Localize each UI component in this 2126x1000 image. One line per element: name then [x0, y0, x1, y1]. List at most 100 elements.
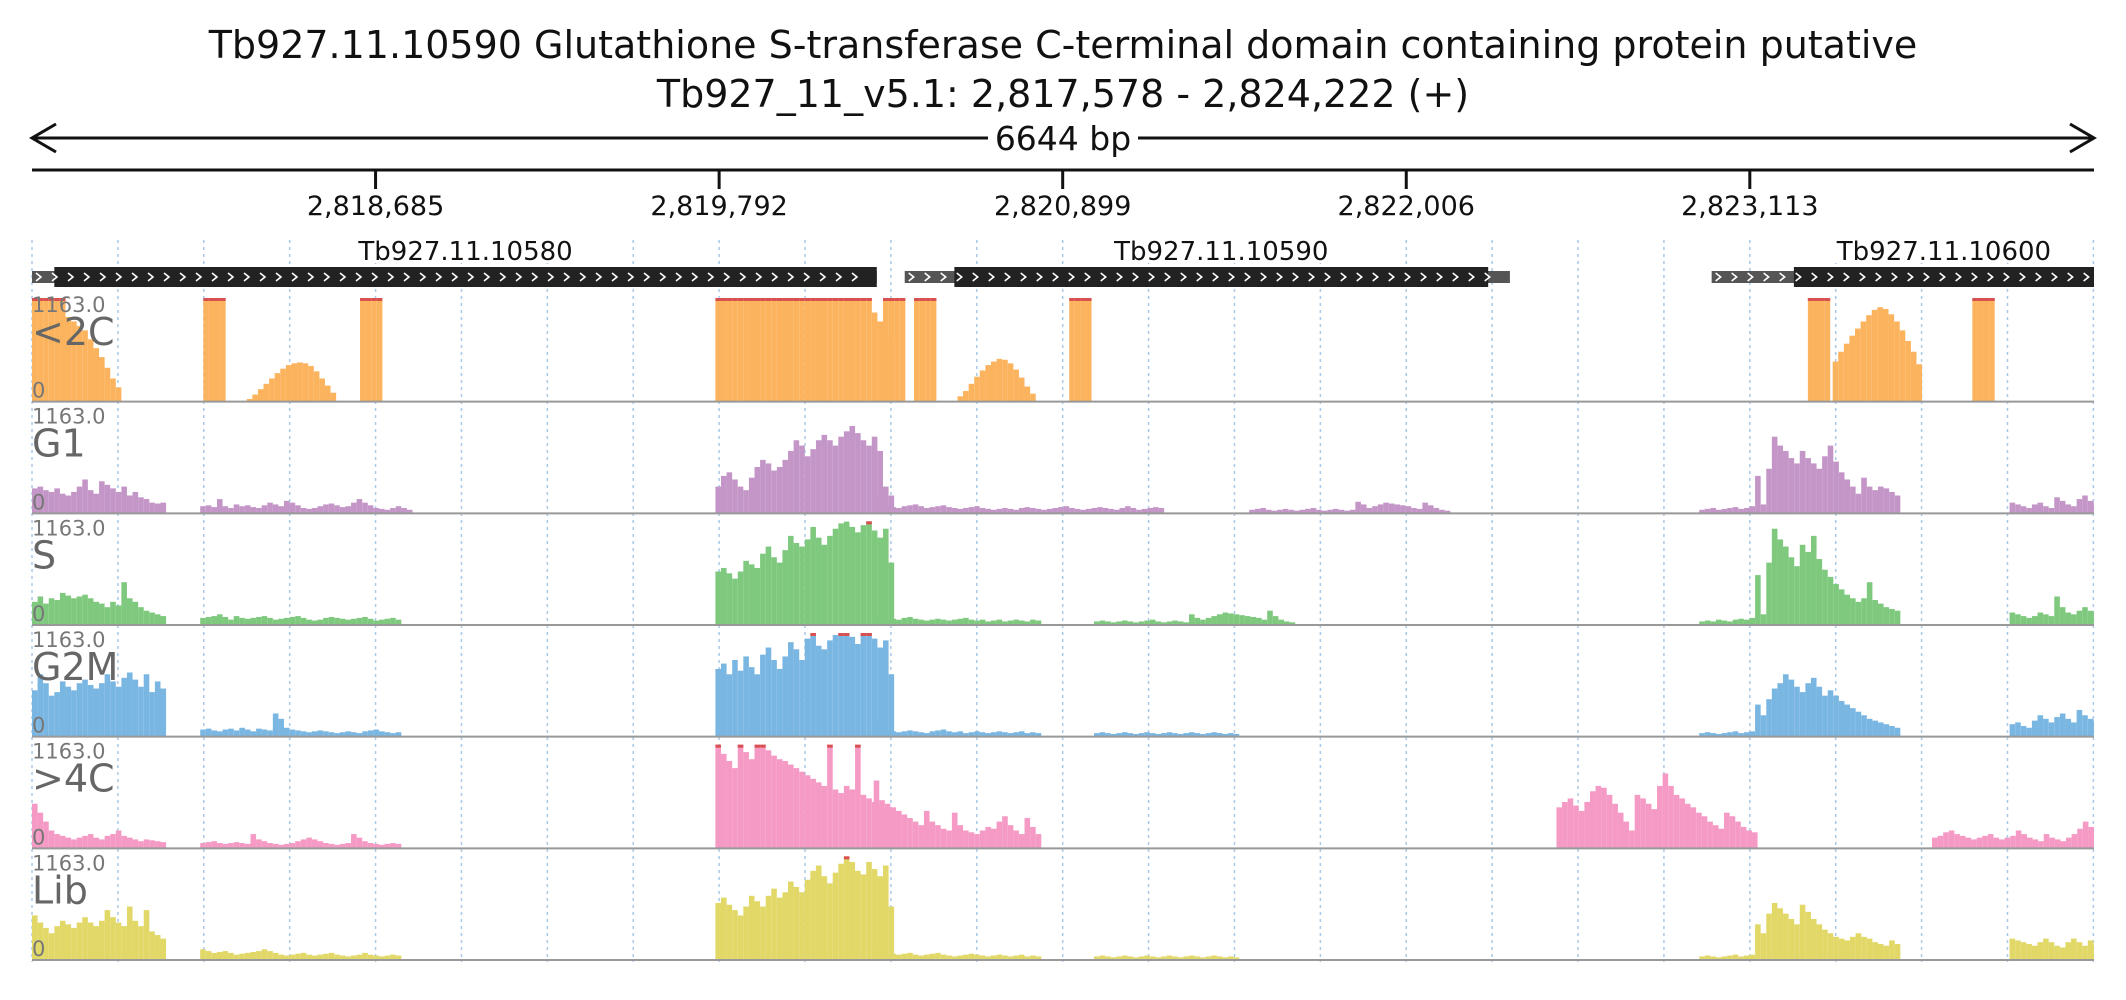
coverage-bar — [228, 952, 234, 960]
coverage-bar — [289, 616, 296, 625]
coverage-bar — [1595, 785, 1602, 849]
coverage-bar — [121, 582, 127, 625]
coverage-bar — [208, 298, 215, 402]
coverage-bar — [873, 720, 880, 737]
coverage-bar — [882, 298, 889, 402]
y-max-label: 1163.0 — [32, 851, 105, 875]
coverage-bar — [1866, 718, 1873, 737]
coverage-bar — [1766, 699, 1772, 737]
gene-strand-arrow — [1987, 272, 1994, 282]
coverage-bar — [884, 729, 891, 737]
coverage-bar — [946, 507, 952, 514]
coverage-bar — [216, 951, 223, 960]
coverage-bar — [815, 440, 822, 514]
coverage-bar — [1866, 315, 1872, 402]
coverage-bar — [810, 526, 816, 625]
coverage-bar — [216, 731, 223, 737]
coverage-bar — [99, 920, 105, 960]
coverage-bar — [32, 690, 38, 737]
coverage-bar — [1662, 773, 1669, 849]
coverage-bar — [771, 470, 777, 514]
coverage-bar — [289, 954, 296, 960]
coverage-bar — [1144, 732, 1150, 737]
coverage-bar — [776, 562, 783, 625]
coverage-bar — [748, 759, 755, 849]
coverage-bar — [810, 778, 816, 849]
coverage-bar — [951, 812, 958, 849]
coverage-bar — [793, 768, 800, 849]
span-arrow-left — [29, 122, 57, 154]
coverage-bar — [882, 865, 889, 960]
coverage-bar — [250, 951, 257, 960]
coverage-bar — [1030, 507, 1036, 514]
coverage-bar — [1788, 458, 1795, 514]
coverage-bar — [990, 361, 997, 402]
coverage-bar — [367, 954, 374, 960]
clip-mark — [32, 298, 38, 301]
coverage-bar — [1855, 933, 1862, 960]
coverage-bar — [732, 768, 738, 849]
coverage-bar — [912, 618, 919, 625]
coverage-bar — [1877, 307, 1883, 402]
clip-mark — [776, 298, 783, 301]
coverage-bar — [65, 924, 72, 960]
coverage-bar — [901, 506, 908, 514]
coverage-bar — [2031, 504, 2038, 514]
coverage-bar — [963, 954, 969, 960]
coverage-bar — [1977, 298, 1984, 402]
coverage-bar — [1872, 720, 1878, 737]
coverage-bar — [222, 843, 229, 849]
coverage-bar — [737, 744, 744, 849]
clip-mark — [925, 298, 931, 301]
coverage-bar — [110, 917, 116, 960]
coverage-bar — [1715, 619, 1722, 625]
coverage-bar — [59, 592, 66, 625]
coverage-bar — [1838, 938, 1845, 960]
coverage-bar — [1211, 955, 1217, 960]
coverage-bar — [2010, 835, 2016, 849]
coverage-bar — [1732, 954, 1739, 960]
clip-mark — [760, 744, 766, 748]
gene-strand-arrow — [243, 272, 251, 282]
coverage-bar — [2026, 507, 2032, 514]
coverage-bar — [1738, 733, 1744, 737]
coverage-bar — [907, 505, 913, 514]
gene-strand-arrow — [147, 272, 155, 282]
y-min-label: 0 — [32, 379, 45, 403]
coverage-bar — [946, 620, 952, 625]
coverage-bar — [896, 954, 902, 960]
coverage-bar — [827, 440, 833, 514]
coverage-bar — [935, 825, 941, 849]
coverage-bar — [32, 803, 38, 849]
coverage-bar — [1894, 943, 1901, 960]
coverage-bar — [233, 616, 240, 625]
coverage-bar — [1715, 733, 1722, 737]
coverage-bar — [918, 955, 924, 960]
coverage-bar — [979, 732, 986, 737]
coverage-bar — [929, 821, 936, 849]
coverage-bar — [849, 298, 856, 402]
coverage-bar — [87, 339, 94, 402]
clip-mark — [815, 298, 822, 301]
coverage-bar — [968, 619, 975, 625]
coverage-bar — [963, 507, 969, 514]
coverage-bar — [2076, 499, 2083, 514]
coverage-bar — [1749, 731, 1756, 737]
coverage-bar — [1024, 621, 1031, 625]
gene-strand-arrow — [755, 272, 763, 282]
coverage-bar — [222, 951, 229, 960]
coverage-bar — [2037, 715, 2044, 737]
coverage-bar — [356, 954, 363, 960]
coverage-bar — [406, 509, 413, 514]
gene-strand-arrow — [131, 272, 139, 282]
coverage-bar — [2031, 720, 2038, 737]
coverage-bar — [855, 870, 861, 960]
coverage-bar — [311, 507, 318, 514]
coverage-bar — [274, 373, 281, 402]
coverage-bar — [2059, 947, 2066, 960]
coverage-bar — [373, 620, 379, 625]
coverage-bar — [323, 953, 329, 960]
coverage-bar — [1035, 956, 1042, 960]
coverage-bar — [82, 679, 88, 737]
clip-mark — [843, 298, 850, 301]
